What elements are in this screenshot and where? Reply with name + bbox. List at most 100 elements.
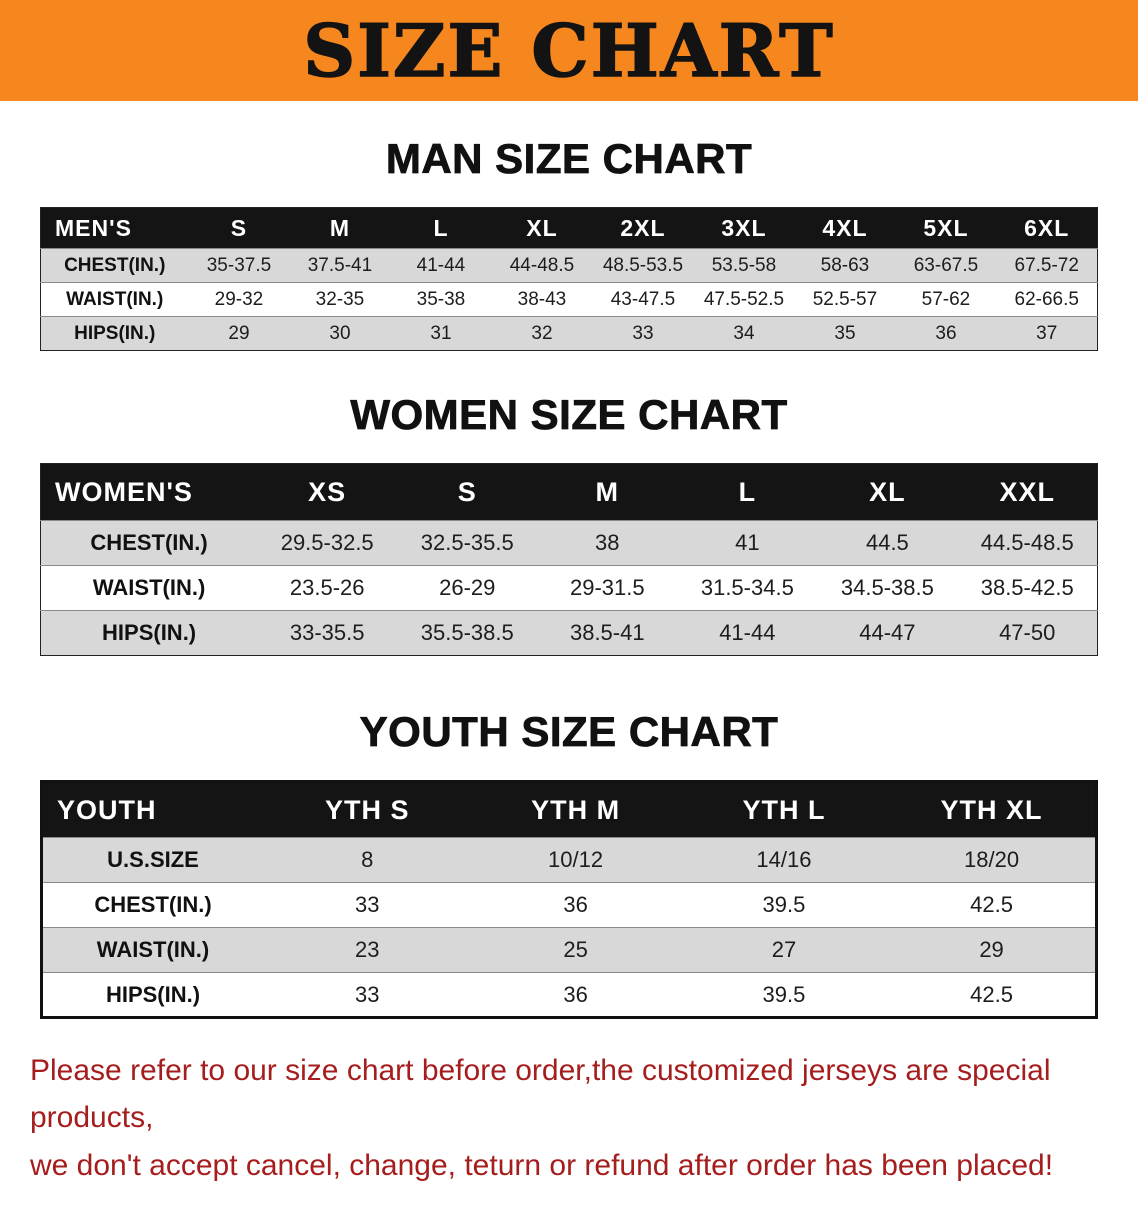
value-cell: 43-47.5 — [592, 282, 694, 317]
value-cell: 39.5 — [679, 882, 889, 928]
value-cell: 62-66.5 — [996, 282, 1098, 317]
value-cell: 38.5-42.5 — [957, 565, 1098, 611]
row-label-cell: HIPS(IN.) — [40, 316, 189, 351]
value-cell: 42.5 — [888, 972, 1097, 1018]
row-label-cell: U.S.SIZE — [41, 837, 264, 883]
size-chart-banner: SIZE CHART — [0, 0, 1138, 101]
size-header-cell: S — [397, 463, 538, 521]
size-header-cell: M — [537, 463, 678, 521]
youth-size-chart-heading: YOUTH SIZE CHART — [359, 708, 779, 756]
table-row: HIPS(IN.) 29 30 31 32 33 34 35 36 37 — [40, 316, 1098, 351]
row-label-cell: CHEST(IN.) — [40, 520, 258, 566]
row-label-cell: HIPS(IN.) — [41, 972, 264, 1018]
table-row: WAIST(IN.) 23.5-26 26-29 29-31.5 31.5-34.5 34… — [40, 565, 1098, 611]
value-cell: 37 — [996, 316, 1098, 351]
value-cell: 33 — [263, 882, 472, 928]
value-cell: 29-31.5 — [537, 565, 678, 611]
table-row: CHEST(IN.) 33 36 39.5 42.5 — [41, 882, 1097, 928]
size-header-cell: 3XL — [693, 207, 795, 249]
men-size-chart-heading: MAN SIZE CHART — [385, 135, 753, 183]
value-cell: 52.5-57 — [794, 282, 896, 317]
value-cell: 47-50 — [957, 610, 1098, 656]
value-cell: 30 — [289, 316, 391, 351]
value-cell: 32-35 — [289, 282, 391, 317]
size-header-cell: S — [188, 207, 290, 249]
value-cell: 36 — [471, 882, 680, 928]
value-cell: 44-47 — [817, 610, 958, 656]
row-label-cell: HIPS(IN.) — [40, 610, 258, 656]
size-header-cell: 5XL — [895, 207, 997, 249]
value-cell: 35-38 — [390, 282, 492, 317]
row-label-cell: WAIST(IN.) — [41, 927, 264, 973]
size-header-cell: YTH M — [471, 781, 680, 838]
disclaimer-line-1: Please refer to our size chart before or… — [30, 1054, 1051, 1135]
value-cell: 53.5-58 — [693, 248, 795, 283]
value-cell: 58-63 — [794, 248, 896, 283]
value-cell: 31.5-34.5 — [677, 565, 818, 611]
table-row: CHEST(IN.) 29.5-32.5 32.5-35.5 38 41 44.5 44.5… — [40, 520, 1098, 566]
value-cell: 44-48.5 — [491, 248, 593, 283]
disclaimer-line-2: we don't accept cancel, change, teturn o… — [30, 1148, 1054, 1182]
value-cell: 33 — [263, 972, 472, 1018]
value-cell: 41-44 — [677, 610, 818, 656]
women-size-chart-table: WOMEN'S XS S M L XL XXL CHEST(IN.) 29.5-32.5 32.5… — [40, 463, 1098, 656]
table-title-cell: MEN'S — [40, 207, 189, 249]
value-cell: 29.5-32.5 — [257, 520, 398, 566]
size-header-cell: YTH XL — [888, 781, 1097, 838]
value-cell: 35 — [794, 316, 896, 351]
value-cell: 29 — [888, 927, 1097, 973]
table-row: CHEST(IN.) 35-37.5 37.5-41 41-44 44-48.5 48.5… — [40, 248, 1098, 283]
value-cell: 41-44 — [390, 248, 492, 283]
value-cell: 26-29 — [397, 565, 538, 611]
row-label-cell: WAIST(IN.) — [40, 565, 258, 611]
youth-size-chart-section: YOUTH SIZE CHART YOUTH YTH S YTH M YTH L YTH … — [0, 708, 1138, 1019]
size-header-cell: YTH S — [263, 781, 472, 838]
size-header-cell: XS — [257, 463, 398, 521]
table-header-row: WOMEN'S XS S M L XL XXL — [40, 463, 1098, 521]
value-cell: 29-32 — [188, 282, 290, 317]
table-title-cell: WOMEN'S — [40, 463, 258, 521]
value-cell: 39.5 — [679, 972, 889, 1018]
value-cell: 38-43 — [491, 282, 593, 317]
value-cell: 35-37.5 — [188, 248, 290, 283]
size-header-cell: 6XL — [996, 207, 1098, 249]
value-cell: 8 — [263, 837, 472, 883]
value-cell: 33-35.5 — [257, 610, 398, 656]
value-cell: 33 — [592, 316, 694, 351]
value-cell: 18/20 — [888, 837, 1097, 883]
size-chart-sections: MAN SIZE CHART MEN'S S M L XL 2XL 3XL 4XL 5XL 6XL C… — [0, 135, 1138, 1019]
size-header-cell: 4XL — [794, 207, 896, 249]
value-cell: 32.5-35.5 — [397, 520, 538, 566]
table-row: WAIST(IN.) 23 25 27 29 — [41, 927, 1097, 973]
size-header-cell: YTH L — [679, 781, 889, 838]
value-cell: 36 — [471, 972, 680, 1018]
table-header-row: YOUTH YTH S YTH M YTH L YTH XL — [41, 781, 1097, 838]
value-cell: 41 — [677, 520, 818, 566]
table-header-row: MEN'S S M L XL 2XL 3XL 4XL 5XL 6XL — [40, 207, 1098, 249]
value-cell: 23.5-26 — [257, 565, 398, 611]
size-header-cell: 2XL — [592, 207, 694, 249]
value-cell: 48.5-53.5 — [592, 248, 694, 283]
value-cell: 38 — [537, 520, 678, 566]
value-cell: 36 — [895, 316, 997, 351]
row-label-cell: WAIST(IN.) — [40, 282, 189, 317]
value-cell: 27 — [679, 927, 889, 973]
men-size-chart-table: MEN'S S M L XL 2XL 3XL 4XL 5XL 6XL CHEST(IN.) 35-37… — [40, 207, 1098, 351]
value-cell: 14/16 — [679, 837, 889, 883]
table-row: HIPS(IN.) 33-35.5 35.5-38.5 38.5-41 41-44 44-… — [40, 610, 1098, 656]
value-cell: 29 — [188, 316, 290, 351]
value-cell: 44.5 — [817, 520, 958, 566]
size-header-cell: M — [289, 207, 391, 249]
value-cell: 67.5-72 — [996, 248, 1098, 283]
size-header-cell: XXL — [957, 463, 1098, 521]
value-cell: 34.5-38.5 — [817, 565, 958, 611]
value-cell: 31 — [390, 316, 492, 351]
banner-title: SIZE CHART — [302, 7, 835, 93]
row-label-cell: CHEST(IN.) — [41, 882, 264, 928]
value-cell: 35.5-38.5 — [397, 610, 538, 656]
value-cell: 38.5-41 — [537, 610, 678, 656]
size-header-cell: XL — [491, 207, 593, 249]
value-cell: 37.5-41 — [289, 248, 391, 283]
value-cell: 25 — [471, 927, 680, 973]
row-label-cell: CHEST(IN.) — [40, 248, 189, 283]
